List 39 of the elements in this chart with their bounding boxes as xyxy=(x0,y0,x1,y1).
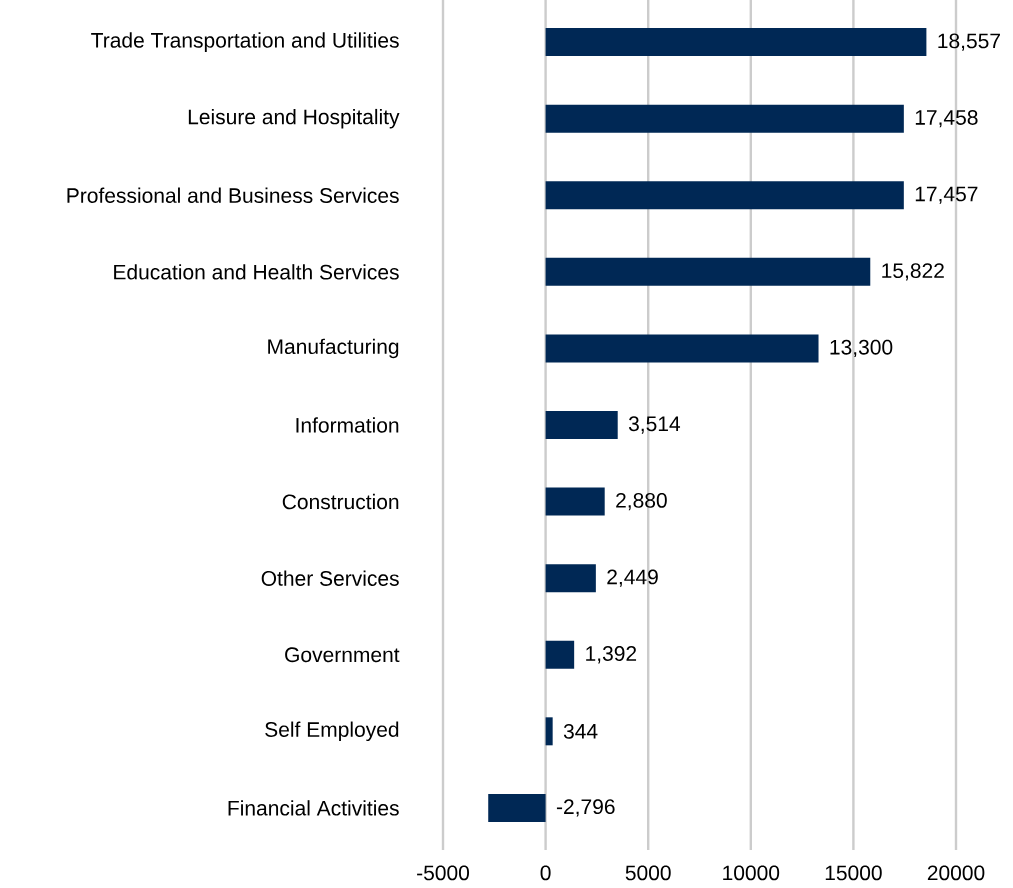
y-tick-label: Information xyxy=(296,417,399,433)
y-tick-label: Professional and Business Services xyxy=(67,187,399,203)
bar xyxy=(545,717,553,746)
bar xyxy=(545,487,605,516)
y-tick-label: Other Services xyxy=(261,570,399,586)
data-label: 15,822 xyxy=(882,263,944,281)
bar xyxy=(545,104,904,133)
bar xyxy=(545,640,575,669)
x-tick-label: 5000 xyxy=(625,865,671,881)
x-tick-label: 20000 xyxy=(927,865,985,881)
data-label: 18,557 xyxy=(938,33,1000,51)
x-tick-label: 15000 xyxy=(825,865,882,881)
y-tick-label: Manufacturing xyxy=(268,338,399,359)
data-label: 17,457 xyxy=(915,186,978,204)
x-tick-label: -5000 xyxy=(417,865,470,881)
data-label: 344 xyxy=(563,723,598,739)
data-label: -2,796 xyxy=(556,799,615,817)
data-label: 3,514 xyxy=(628,416,681,434)
y-tick-label: Government xyxy=(285,647,400,663)
y-tick-label: Trade Transportation and Utilities xyxy=(91,32,399,52)
bar xyxy=(545,334,819,363)
bar xyxy=(545,257,871,286)
data-label: 1,392 xyxy=(586,646,637,664)
y-tick-label: Self Employed xyxy=(265,721,399,742)
bar xyxy=(545,564,596,593)
data-label: 2,880 xyxy=(616,492,667,511)
data-label: 2,449 xyxy=(607,569,658,587)
y-tick-label: Education and Health Services xyxy=(114,264,399,280)
x-tick-label: 0 xyxy=(540,865,551,881)
data-label: 17,458 xyxy=(915,110,978,128)
bar xyxy=(488,793,546,822)
data-label: 13,300 xyxy=(830,339,893,358)
bar xyxy=(545,181,904,210)
y-tick-label: Financial Activities xyxy=(228,800,399,816)
x-tick-label: 10000 xyxy=(723,865,780,881)
bar xyxy=(545,411,618,440)
bar xyxy=(545,28,927,57)
y-tick-label: Construction xyxy=(282,493,399,510)
y-tick-label: Leisure and Hospitality xyxy=(188,108,400,129)
